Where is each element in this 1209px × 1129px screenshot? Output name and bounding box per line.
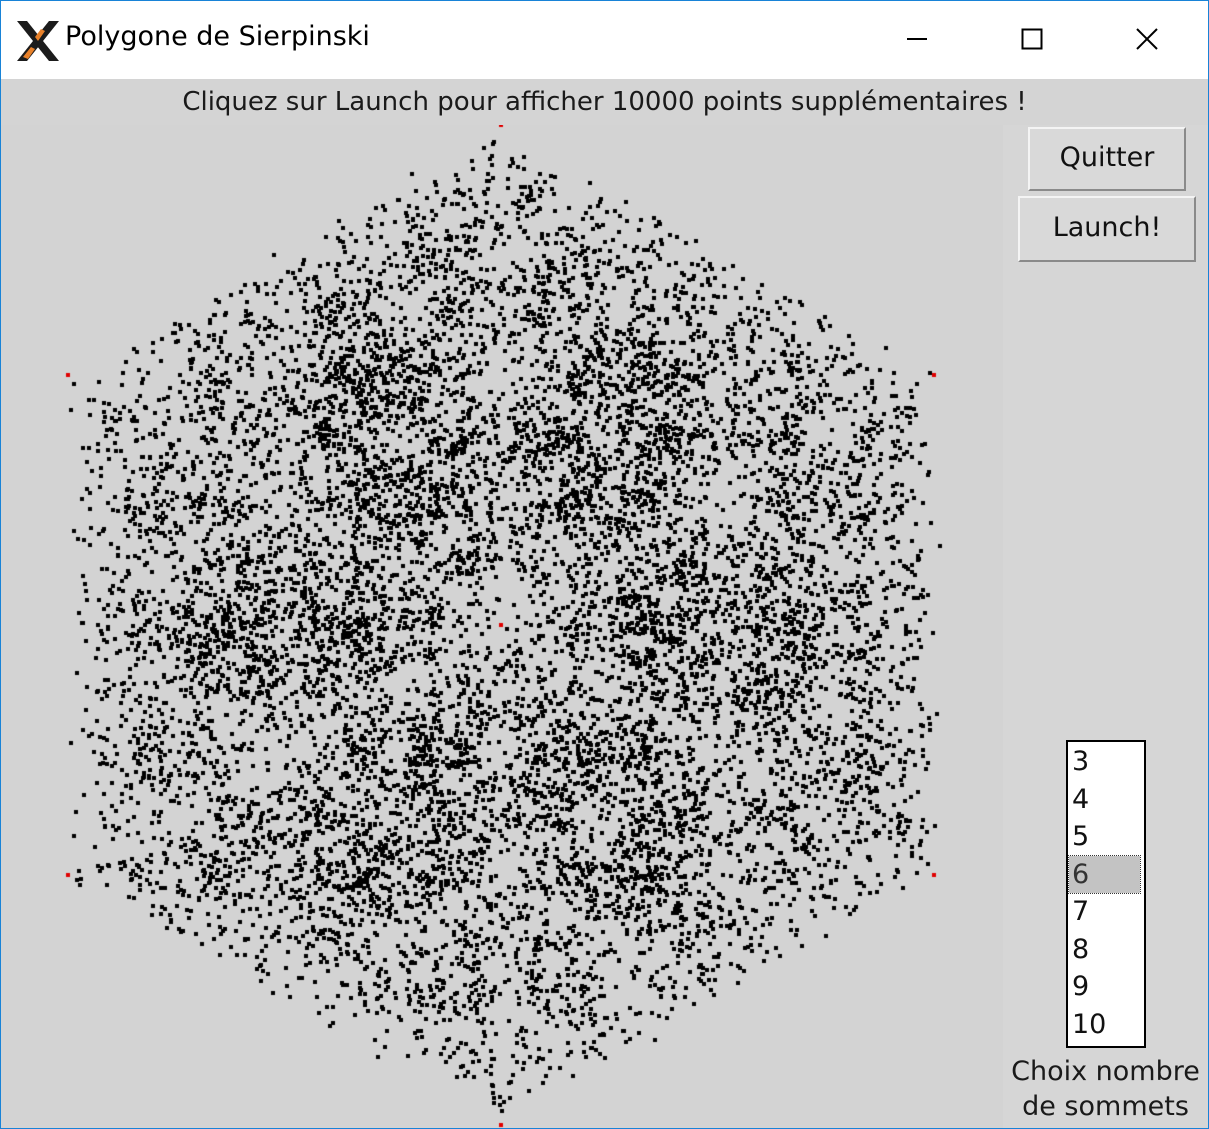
close-icon (1136, 28, 1158, 50)
launch-button[interactable]: Launch! (1018, 196, 1196, 262)
x-window-system-icon (17, 21, 59, 61)
sierpinski-canvas[interactable] (1, 125, 1003, 1128)
list-option-5[interactable]: 5 (1072, 821, 1090, 852)
instruction-label: Cliquez sur Launch pour afficher 10000 p… (1, 79, 1208, 125)
caption-line-2: de sommets (1022, 1091, 1189, 1122)
minimize-button[interactable] (860, 1, 974, 77)
list-option-7[interactable]: 7 (1072, 896, 1090, 927)
list-option-6[interactable]: 6 (1068, 854, 1141, 894)
list-option-9[interactable]: 9 (1072, 971, 1090, 1002)
list-option-3[interactable]: 3 (1072, 746, 1090, 777)
listbox-caption: Choix nombre de sommets (1003, 1054, 1208, 1124)
chaos-game-plot (1, 125, 1003, 1128)
list-option-8[interactable]: 8 (1072, 933, 1090, 965)
window-title: Polygone de Sierpinski (65, 21, 370, 52)
title-bar[interactable]: Polygone de Sierpinski (1, 1, 1208, 79)
list-option-10[interactable]: 10 (1072, 1008, 1107, 1040)
control-panel: Quitter Launch! 3 4 5 6 7 8 9 10 Choix n… (1003, 125, 1208, 1128)
list-option-4[interactable]: 4 (1072, 783, 1090, 815)
close-button[interactable] (1090, 1, 1204, 77)
maximize-button[interactable] (975, 1, 1089, 77)
quit-button[interactable]: Quitter (1028, 127, 1186, 191)
maximize-icon (1021, 28, 1043, 50)
minimize-icon (907, 38, 927, 40)
caption-line-1: Choix nombre (1011, 1056, 1200, 1087)
vertex-count-listbox[interactable]: 3 4 5 6 7 8 9 10 (1066, 740, 1146, 1048)
